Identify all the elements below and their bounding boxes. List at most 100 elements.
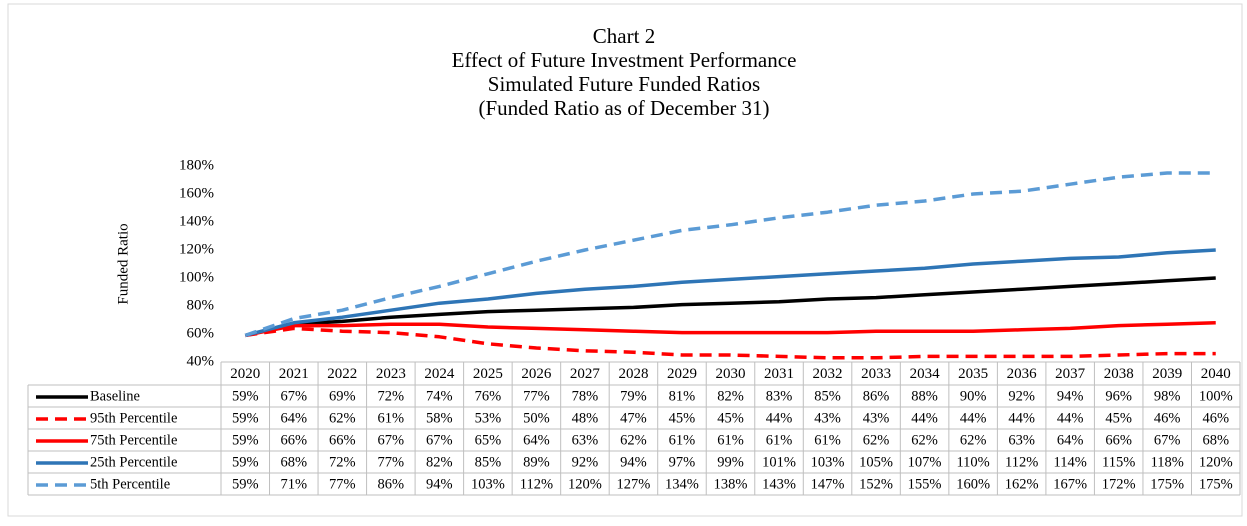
- table-cell: 155%: [908, 476, 942, 492]
- table-cell: 143%: [762, 476, 796, 492]
- table-cell: 83%: [766, 388, 793, 404]
- table-cell: 61%: [669, 432, 696, 448]
- table-cell: 167%: [1053, 476, 1087, 492]
- y-axis-label: Funded Ratio: [115, 223, 131, 304]
- table-cell: 85%: [814, 388, 841, 404]
- table-cell: 120%: [1199, 454, 1233, 470]
- data-line: [244, 321, 1216, 338]
- table-cell: 61%: [814, 432, 841, 448]
- y-tick-label: 120%: [179, 241, 214, 257]
- table-cell: 94%: [620, 454, 647, 470]
- table-cell: 120%: [568, 476, 602, 492]
- table-cell: 68%: [280, 454, 307, 470]
- table-cell: 43%: [863, 410, 890, 426]
- table-cell: 160%: [956, 476, 990, 492]
- table-cell: 79%: [620, 388, 647, 404]
- table-cell: 99%: [717, 454, 744, 470]
- y-tick-label: 80%: [187, 297, 215, 313]
- table-cell: 85%: [475, 454, 502, 470]
- table-cell: 64%: [280, 410, 307, 426]
- x-tick-label: 2021: [279, 366, 309, 382]
- table-cell: 101%: [762, 454, 796, 470]
- x-tick-label: 2038: [1104, 366, 1134, 382]
- legend-label: 75th Percentile: [90, 432, 177, 448]
- table-cell: 110%: [956, 454, 989, 470]
- table-cell: 45%: [669, 410, 696, 426]
- table-cell: 59%: [232, 476, 259, 492]
- x-tick-label: 2035: [958, 366, 988, 382]
- table-cell: 59%: [232, 454, 259, 470]
- table-cell: 44%: [1057, 410, 1084, 426]
- table-cell: 72%: [378, 388, 405, 404]
- y-tick-label: 40%: [187, 353, 215, 369]
- legend-label: 25th Percentile: [90, 454, 177, 470]
- table-cell: 69%: [329, 388, 356, 404]
- table-cell: 118%: [1151, 454, 1184, 470]
- x-tick-label: 2027: [570, 366, 601, 382]
- table-cell: 74%: [426, 388, 453, 404]
- table-cell: 62%: [911, 432, 938, 448]
- x-tick-label: 2030: [716, 366, 746, 382]
- table-cell: 138%: [714, 476, 748, 492]
- table-cell: 44%: [911, 410, 938, 426]
- table-cell: 45%: [1105, 410, 1132, 426]
- x-tick-label: 2025: [473, 366, 503, 382]
- table-cell: 63%: [572, 432, 599, 448]
- table-cell: 77%: [329, 476, 356, 492]
- table-cell: 50%: [523, 410, 550, 426]
- x-tick-label: 2023: [376, 366, 406, 382]
- table-cell: 65%: [475, 432, 502, 448]
- x-tick-label: 2028: [618, 366, 648, 382]
- table-cell: 103%: [471, 476, 505, 492]
- table-cell: 62%: [863, 432, 890, 448]
- x-tick-label: 2032: [813, 366, 843, 382]
- chart-title: (Funded Ratio as of December 31): [479, 96, 770, 120]
- data-line: [244, 171, 1216, 338]
- table-cell: 114%: [1054, 454, 1087, 470]
- table-cell: 44%: [1008, 410, 1035, 426]
- table-cell: 62%: [620, 432, 647, 448]
- chart-title: Chart 2: [593, 24, 655, 48]
- x-tick-label: 2034: [910, 366, 941, 382]
- data-line: [245, 326, 1216, 360]
- table-cell: 66%: [1105, 432, 1132, 448]
- table-cell: 67%: [426, 432, 453, 448]
- chart-title: Simulated Future Funded Ratios: [488, 72, 760, 96]
- table-cell: 43%: [814, 410, 841, 426]
- table-cell: 53%: [475, 410, 502, 426]
- data-line: [244, 248, 1216, 338]
- x-tick-label: 2020: [230, 366, 260, 382]
- table-cell: 44%: [766, 410, 793, 426]
- table-cell: 72%: [329, 454, 356, 470]
- table-cell: 48%: [572, 410, 599, 426]
- table-cell: 92%: [572, 454, 599, 470]
- x-tick-label: 2029: [667, 366, 697, 382]
- table-cell: 175%: [1199, 476, 1233, 492]
- table-cell: 86%: [863, 388, 890, 404]
- x-tick-label: 2039: [1152, 366, 1182, 382]
- x-tick-label: 2024: [424, 366, 455, 382]
- table-cell: 103%: [811, 454, 845, 470]
- table-cell: 59%: [232, 432, 259, 448]
- table-cell: 61%: [766, 432, 793, 448]
- table-cell: 112%: [520, 476, 553, 492]
- table-cell: 67%: [1154, 432, 1181, 448]
- table-cell: 46%: [1154, 410, 1181, 426]
- table-cell: 64%: [1057, 432, 1084, 448]
- legend-label: Baseline: [90, 388, 140, 404]
- table-cell: 115%: [1102, 454, 1135, 470]
- table-cell: 66%: [280, 432, 307, 448]
- table-cell: 89%: [523, 454, 550, 470]
- table-cell: 134%: [665, 476, 699, 492]
- table-cell: 77%: [378, 454, 405, 470]
- table-cell: 66%: [329, 432, 356, 448]
- table-cell: 86%: [378, 476, 405, 492]
- table-cell: 67%: [280, 388, 307, 404]
- table-cell: 81%: [669, 388, 696, 404]
- x-tick-label: 2033: [861, 366, 891, 382]
- table-cell: 45%: [717, 410, 744, 426]
- y-tick-label: 100%: [179, 269, 214, 285]
- table-cell: 58%: [426, 410, 453, 426]
- chart-title: Effect of Future Investment Performance: [452, 48, 797, 72]
- table-cell: 46%: [1202, 410, 1229, 426]
